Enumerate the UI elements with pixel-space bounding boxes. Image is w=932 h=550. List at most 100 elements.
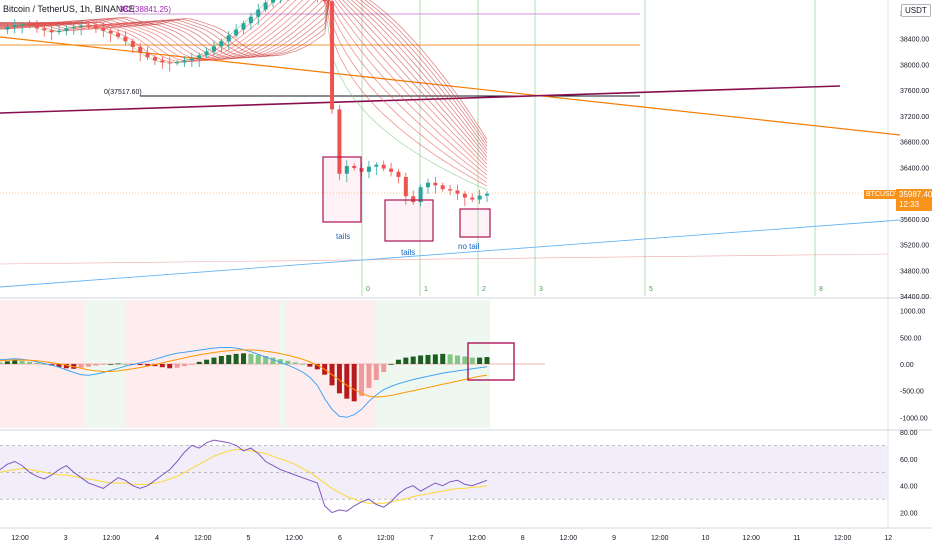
time-tick-label: 12:00 bbox=[11, 535, 29, 542]
candle-body bbox=[411, 196, 416, 203]
macd-histogram-bar bbox=[277, 359, 283, 364]
trend-line-orange bbox=[0, 36, 901, 136]
macd-annotation-box bbox=[467, 342, 515, 381]
macd-histogram-bar bbox=[403, 357, 409, 364]
candle-body bbox=[271, 0, 276, 3]
candle-body bbox=[145, 52, 150, 58]
macd-histogram-bar bbox=[447, 354, 453, 364]
macd-tick-label: 500.00 bbox=[900, 335, 922, 342]
time-tick-label: 12:00 bbox=[560, 535, 578, 542]
candle-body bbox=[71, 27, 76, 29]
macd-histogram-bar bbox=[484, 357, 490, 364]
candle-body bbox=[123, 36, 128, 42]
price-tick-label: 37200.00 bbox=[900, 114, 929, 121]
candle-body bbox=[366, 166, 371, 172]
time-tick-label: 10 bbox=[702, 535, 710, 542]
macd-histogram-bar bbox=[233, 353, 239, 364]
macd-histogram-bar bbox=[167, 364, 173, 369]
macd-histogram-bar bbox=[395, 359, 401, 364]
candle-body bbox=[160, 60, 165, 63]
rsi-tick-label: 60.00 bbox=[900, 457, 918, 464]
time-tick-label: 9 bbox=[612, 535, 616, 542]
macd-histogram-bar bbox=[145, 364, 151, 366]
candle-body bbox=[219, 41, 224, 47]
macd-histogram-bar bbox=[174, 364, 180, 368]
candle-body bbox=[337, 109, 342, 174]
macd-histogram-bar bbox=[181, 364, 187, 367]
candle-body bbox=[197, 55, 202, 59]
time-tick-label: 12:00 bbox=[285, 535, 303, 542]
macd-histogram-bar bbox=[196, 361, 202, 364]
candle-body bbox=[108, 30, 113, 34]
price-tick-label: 36400.00 bbox=[900, 165, 929, 172]
price-tick-label: 37600.00 bbox=[900, 88, 929, 95]
macd-histogram-bar bbox=[314, 364, 320, 370]
signal-line bbox=[0, 349, 488, 398]
macd-histogram-bar bbox=[359, 364, 365, 396]
candle-body bbox=[12, 25, 17, 28]
macd-histogram-bar bbox=[410, 356, 416, 364]
currency-badge[interactable]: USDT bbox=[901, 4, 931, 17]
candle-body bbox=[152, 57, 157, 61]
price-tick-label: 35600.00 bbox=[900, 217, 929, 224]
candle-body bbox=[425, 182, 430, 188]
annotation-text: no tail bbox=[458, 242, 480, 251]
macd-histogram-bar bbox=[263, 356, 269, 364]
time-tick-label: 12:00 bbox=[194, 535, 212, 542]
candle-body bbox=[86, 25, 91, 27]
candle-body bbox=[248, 16, 253, 24]
annotation-text: tails bbox=[401, 248, 415, 257]
time-tick-label: 3 bbox=[64, 535, 68, 542]
candle-body bbox=[204, 51, 209, 56]
macd-histogram-bar bbox=[440, 353, 446, 364]
annotation-text: tails bbox=[336, 232, 350, 241]
annotation-box bbox=[459, 208, 491, 238]
candle-body bbox=[167, 62, 172, 64]
macd-histogram-bar bbox=[454, 355, 460, 364]
macd-histogram-bar bbox=[418, 355, 424, 364]
time-tick-label: 7 bbox=[429, 535, 433, 542]
macd-histogram-bar bbox=[86, 364, 92, 367]
macd-histogram-bar bbox=[373, 364, 379, 380]
macd-histogram-bar bbox=[388, 364, 394, 365]
macd-histogram-bar bbox=[27, 361, 33, 364]
macd-histogram-bar bbox=[255, 354, 261, 364]
candle-body bbox=[470, 197, 475, 200]
macd-histogram-bar bbox=[108, 364, 114, 365]
macd-histogram-bar bbox=[226, 354, 232, 364]
candle-body bbox=[433, 182, 438, 186]
macd-histogram-bar bbox=[152, 364, 158, 367]
macd-histogram-bar bbox=[469, 357, 475, 364]
time-tick-label: 12:00 bbox=[468, 535, 486, 542]
time-tick-label: 12:00 bbox=[377, 535, 395, 542]
candle-body bbox=[418, 187, 423, 203]
candle-body bbox=[138, 46, 143, 53]
macd-histogram-bar bbox=[63, 364, 69, 369]
macd-histogram-bar bbox=[159, 364, 165, 368]
candle-body bbox=[101, 28, 106, 31]
time-tick-label: 12:00 bbox=[651, 535, 669, 542]
candle-body bbox=[352, 166, 357, 168]
time-tick-label: 4 bbox=[155, 535, 159, 542]
symbol-title[interactable]: Bitcoin / TetherUS, 1h, BINANCE bbox=[3, 4, 135, 14]
fib-time-label: 3 bbox=[539, 286, 543, 293]
price-tick-label: 35200.00 bbox=[900, 243, 929, 250]
candle-body bbox=[57, 30, 62, 33]
price-tick-label: 38400.00 bbox=[900, 37, 929, 44]
candle-body bbox=[477, 195, 482, 200]
macd-histogram-bar bbox=[432, 354, 438, 364]
candle-body bbox=[389, 168, 394, 172]
candle-body bbox=[381, 164, 386, 169]
candle-body bbox=[20, 24, 25, 26]
last-price-tag: 35987.40 12:33 bbox=[896, 189, 932, 211]
candle-body bbox=[182, 60, 187, 63]
annotation-box bbox=[384, 199, 434, 242]
macd-tick-label: -500.00 bbox=[900, 389, 924, 396]
rsi-tick-label: 20.00 bbox=[900, 511, 918, 518]
macd-histogram-bar bbox=[211, 357, 217, 364]
macd-histogram-bar bbox=[218, 356, 224, 364]
fib-time-label: 5 bbox=[649, 286, 653, 293]
candle-body bbox=[116, 33, 121, 37]
candle-body bbox=[234, 29, 239, 36]
